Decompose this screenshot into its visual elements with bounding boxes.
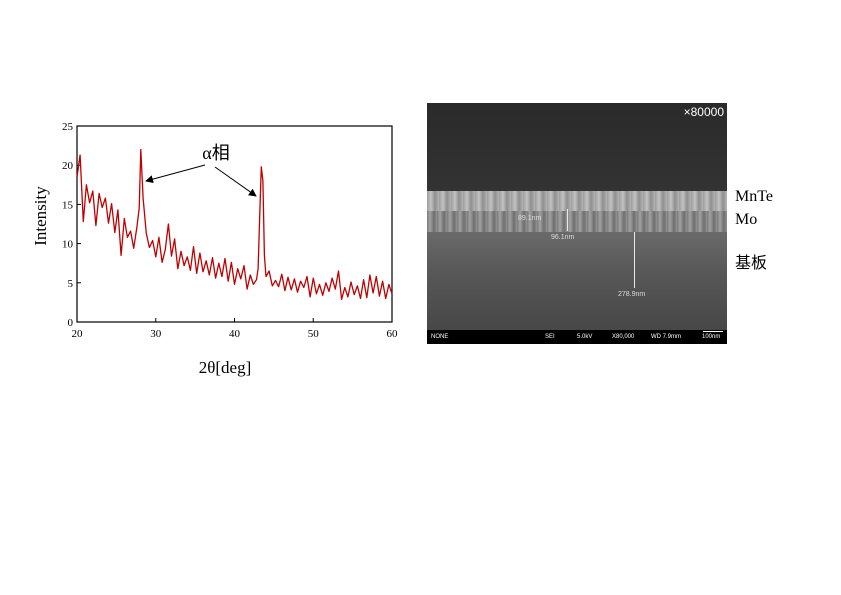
sem-scale-bar	[703, 331, 723, 332]
xrd-series-line	[76, 148, 393, 300]
x-tick-label: 30	[150, 328, 162, 340]
y-tick-label: 0	[68, 317, 74, 329]
x-tick-label: 20	[72, 328, 84, 340]
layer-label-substrate: 基板	[735, 255, 768, 272]
annotation-arrow-right	[214, 166, 257, 197]
sem-cross-section-image: ×80000 89.1nm 96.1nm 278.9nm NONE SEI 5.…	[427, 103, 727, 344]
x-tick-label: 50	[308, 328, 320, 340]
sem-info-detector: NONE	[431, 334, 449, 340]
x-tick-label: 60	[387, 328, 399, 340]
sem-vacuum-region	[427, 103, 727, 191]
y-ticks: 0 5 10 15 20 25	[62, 121, 81, 329]
y-axis-title: Intensity	[31, 186, 50, 246]
sem-info-bar: NONE SEI 5.0kV X80,000 WD 7.9mm 100nm	[427, 330, 727, 344]
sem-info-mode: SEI	[545, 334, 555, 340]
x-axis-title: 2θ[deg]	[199, 358, 252, 377]
measurement-mo: 96.1nm	[551, 234, 575, 241]
alpha-phase-annotation: α相	[145, 143, 257, 197]
y-tick-label: 5	[68, 278, 74, 290]
layer-label-mo: Mo	[735, 211, 758, 228]
measurement-mnte: 89.1nm	[518, 215, 542, 222]
y-tick-label: 25	[62, 121, 74, 133]
y-tick-label: 10	[62, 239, 74, 251]
sem-mnte-layer	[427, 191, 727, 211]
sem-info-scale: 100nm	[702, 334, 721, 340]
measurement-substrate-line	[634, 232, 635, 288]
y-tick-label: 20	[62, 160, 74, 172]
sem-info-voltage: 5.0kV	[577, 334, 593, 340]
measurement-mnte-line	[567, 209, 568, 231]
measurement-substrate: 278.9nm	[618, 291, 646, 298]
magnification-label: ×80000	[683, 105, 724, 119]
sem-info-magnification: X80,000	[612, 334, 635, 340]
sem-mo-layer	[427, 211, 727, 232]
sem-substrate	[427, 232, 727, 330]
sem-info-working-distance: WD 7.9mm	[651, 334, 681, 340]
annotation-arrow-left	[145, 164, 206, 184]
annotation-label: α相	[202, 143, 229, 163]
x-ticks: 20 30 40 50 60	[72, 318, 399, 340]
y-tick-label: 15	[62, 199, 74, 211]
x-tick-label: 40	[229, 328, 241, 340]
layer-label-mnte: MnTe	[735, 188, 773, 205]
